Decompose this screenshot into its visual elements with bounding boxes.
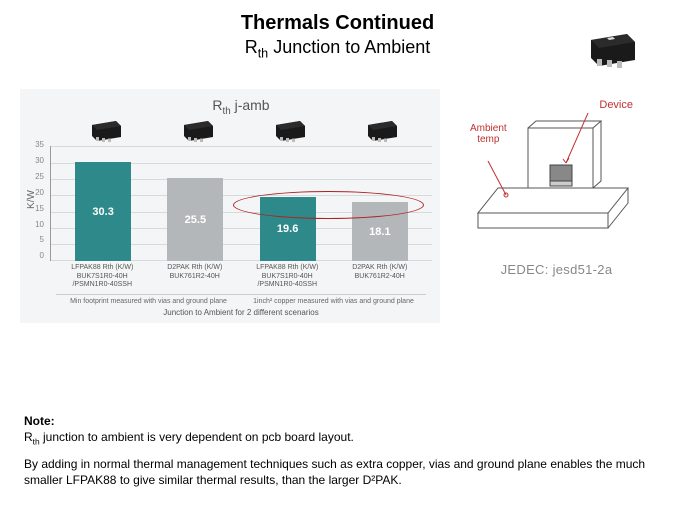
- x-label: D2PAK Rth (K/W)BUK761R2-40H: [340, 264, 420, 289]
- device-label: Device: [599, 99, 633, 111]
- x-axis-labels: LFPAK88 Rth (K/W)BUK7S1R0-40H/PSMN1R0-40…: [50, 261, 432, 289]
- jedec-diagram-icon: [458, 93, 638, 253]
- chip-icon-row: [50, 118, 432, 146]
- note-block: Note: Rth junction to ambient is very de…: [24, 413, 651, 488]
- chip-package-icon: [364, 118, 400, 142]
- scenario-label: Min footprint measured with vias and gro…: [56, 294, 241, 305]
- diagram-panel: Device Ambienttemp JEDEC: jesd51-2a: [458, 89, 655, 323]
- x-label: D2PAK Rth (K/W)BUK761R2-40H: [155, 264, 235, 289]
- note-head: Note:: [24, 414, 55, 428]
- chart-panel: Rth j-amb K/W 05101520253035 30.325.519.…: [20, 89, 440, 323]
- chart-title: Rth j-amb: [50, 97, 432, 117]
- chip-package-icon: [585, 30, 639, 68]
- bar: 19.6: [260, 197, 316, 261]
- bars-container: 30.3 25.5 19.6 18.1: [50, 146, 432, 261]
- chip-package-icon: [272, 118, 308, 142]
- page-subtitle: Rth Junction to Ambient: [0, 37, 675, 61]
- bar: 25.5: [167, 178, 223, 262]
- y-axis-ticks: 05101520253035: [28, 140, 44, 260]
- chip-package-icon: [180, 118, 216, 142]
- note-para2: By adding in normal thermal management t…: [24, 456, 651, 488]
- x-label: LFPAK88 Rth (K/W)BUK7S1R0-40H/PSMN1R0-40…: [247, 264, 327, 289]
- title-block: Thermals Continued Rth Junction to Ambie…: [0, 0, 675, 61]
- ambient-temp-label: Ambienttemp: [470, 123, 507, 145]
- page-title: Thermals Continued: [0, 12, 675, 35]
- x-label: LFPAK88 Rth (K/W)BUK7S1R0-40H/PSMN1R0-40…: [62, 264, 142, 289]
- chart-caption: Junction to Ambient for 2 different scen…: [50, 308, 432, 317]
- chip-package-icon: [88, 118, 124, 142]
- scenario-row: Min footprint measured with vias and gro…: [50, 294, 432, 305]
- scenario-label: 1inch² copper measured with vias and gro…: [241, 294, 426, 305]
- bar: 30.3: [75, 162, 131, 262]
- bar: 18.1: [352, 202, 408, 261]
- note-line1: Rth junction to ambient is very dependen…: [24, 429, 651, 448]
- jedec-caption: JEDEC: jesd51-2a: [458, 262, 655, 277]
